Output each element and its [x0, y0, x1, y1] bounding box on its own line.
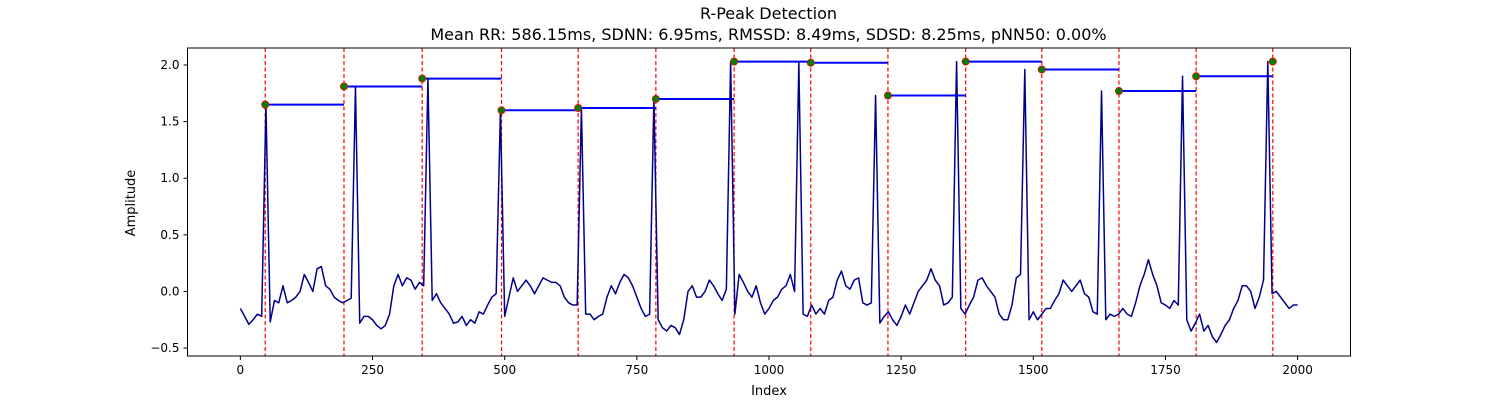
- x-tick-label: 1750: [1150, 363, 1181, 377]
- peak-point: [961, 57, 970, 66]
- peak-point: [1037, 65, 1046, 74]
- peak-point: [883, 91, 892, 100]
- x-tick-label: 500: [493, 363, 516, 377]
- x-tick-label: 1500: [1018, 363, 1049, 377]
- y-axis-ticks: −0.5 0.0 0.5 1.0 1.5 2.0: [150, 58, 188, 355]
- peak-point: [1114, 87, 1123, 96]
- peak-point: [1192, 72, 1201, 81]
- rr-interval-segments: [265, 60, 1273, 112]
- peak-point: [574, 104, 583, 113]
- ecg-signal-line: [239, 60, 1298, 344]
- x-axis-label: Index: [751, 384, 787, 399]
- peak-point: [497, 106, 506, 115]
- peak-point: [339, 82, 348, 91]
- peak-point: [261, 100, 270, 109]
- y-tick-label: 0.0: [160, 284, 179, 298]
- x-tick-label: 750: [625, 363, 648, 377]
- axes-frame: [187, 47, 1351, 357]
- peak-point: [651, 94, 660, 103]
- y-tick-label: 2.0: [160, 58, 179, 72]
- r-peak-points: [261, 57, 1277, 115]
- y-tick-label: −0.5: [150, 341, 179, 355]
- peak-point: [730, 57, 739, 66]
- y-axis-label: Amplitude: [124, 170, 139, 237]
- x-tick-label: 1000: [754, 363, 785, 377]
- peak-point: [806, 58, 815, 67]
- x-axis-ticks: 0 250 500 750 1000 1250 1500 1750 2000: [237, 356, 1313, 377]
- y-tick-label: 1.5: [160, 115, 179, 129]
- peak-point: [418, 74, 427, 83]
- x-tick-label: 1250: [886, 363, 917, 377]
- plot-area: [239, 48, 1298, 356]
- x-tick-label: 250: [361, 363, 384, 377]
- chart-subtitle: Mean RR: 586.15ms, SDNN: 6.95ms, RMSSD: …: [430, 25, 1106, 44]
- x-tick-label: 0: [237, 363, 245, 377]
- chart-title: R-Peak Detection: [700, 4, 837, 23]
- y-tick-label: 1.0: [160, 171, 179, 185]
- peak-point: [1268, 57, 1277, 66]
- y-tick-label: 0.5: [160, 228, 179, 242]
- x-tick-label: 2000: [1282, 363, 1313, 377]
